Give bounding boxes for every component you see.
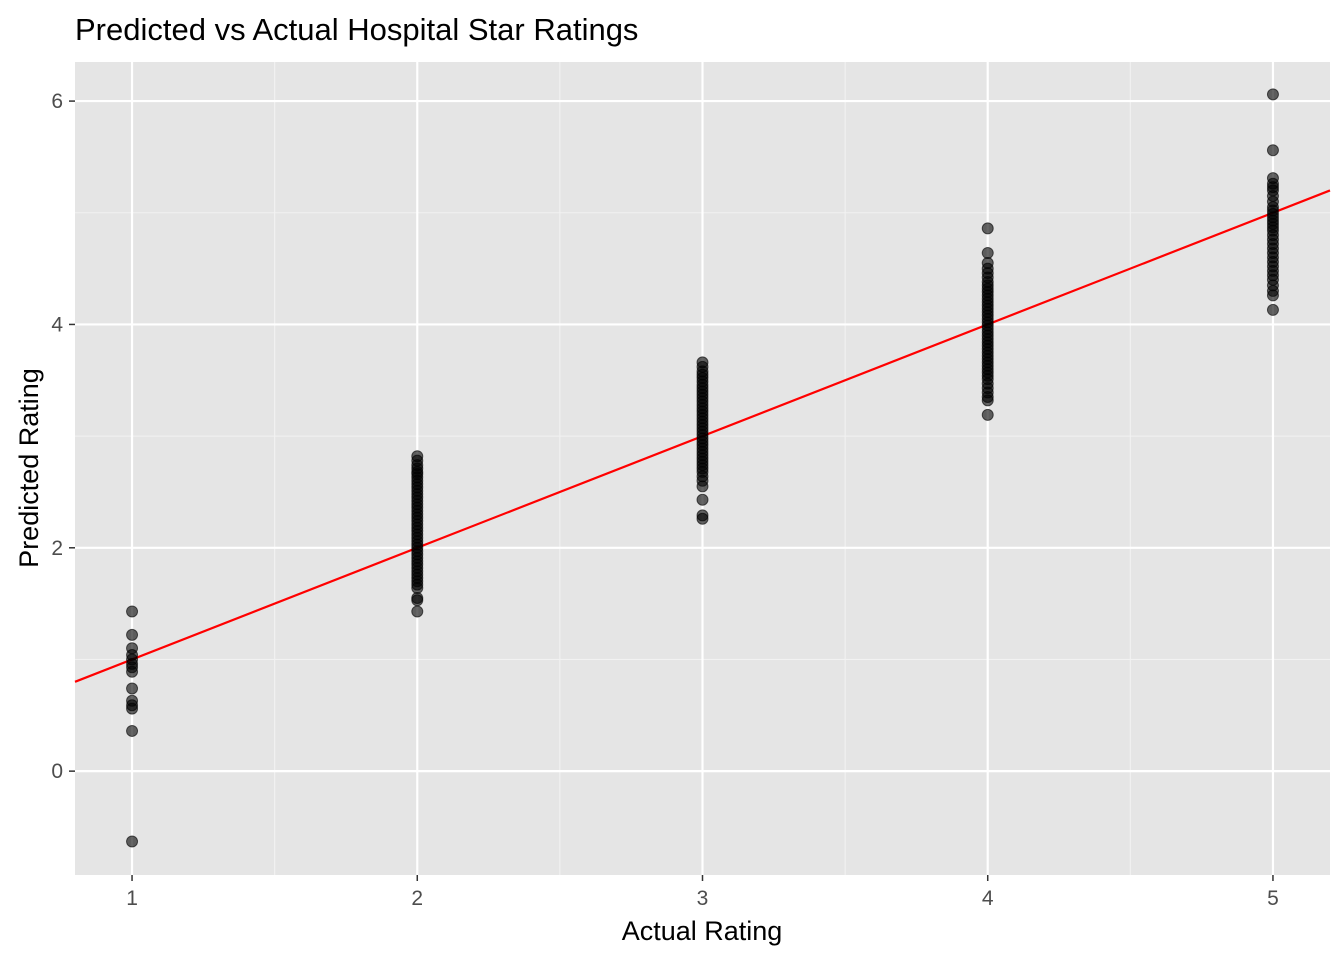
- y-tick-label: 0: [51, 760, 63, 783]
- data-point: [1266, 303, 1279, 316]
- data-point: [126, 724, 139, 737]
- chart-title: Predicted vs Actual Hospital Star Rating…: [75, 12, 638, 47]
- y-tick-label: 4: [51, 313, 63, 336]
- y-axis-title: Predicted Rating: [14, 368, 44, 568]
- data-point: [981, 222, 994, 235]
- data-point: [126, 605, 139, 618]
- data-point: [981, 408, 994, 421]
- x-tick-label: 2: [411, 887, 423, 910]
- x-axis-ticks: 1 2 3 4 5: [126, 875, 1279, 910]
- data-point: [696, 493, 709, 506]
- data-point: [411, 605, 424, 618]
- data-point: [696, 480, 709, 493]
- data-point: [696, 512, 709, 525]
- x-tick-label: 1: [126, 887, 138, 910]
- y-tick-label: 2: [51, 537, 63, 560]
- data-point: [411, 581, 424, 594]
- y-tick-label: 6: [51, 90, 63, 113]
- data-point: [1266, 289, 1279, 302]
- data-point: [126, 665, 139, 678]
- data-point: [1266, 88, 1279, 101]
- x-axis-title: Actual Rating: [622, 916, 783, 946]
- y-axis-ticks: 0 2 4 6: [51, 90, 75, 783]
- data-point: [126, 835, 139, 848]
- data-point: [981, 246, 994, 259]
- data-point: [1266, 144, 1279, 157]
- data-point: [411, 594, 424, 607]
- data-points: [126, 88, 1279, 848]
- data-point: [981, 394, 994, 407]
- x-tick-label: 3: [697, 887, 709, 910]
- data-point: [126, 628, 139, 641]
- x-tick-label: 5: [1267, 887, 1279, 910]
- data-point: [126, 702, 139, 715]
- data-point: [126, 682, 139, 695]
- x-tick-label: 4: [982, 887, 994, 910]
